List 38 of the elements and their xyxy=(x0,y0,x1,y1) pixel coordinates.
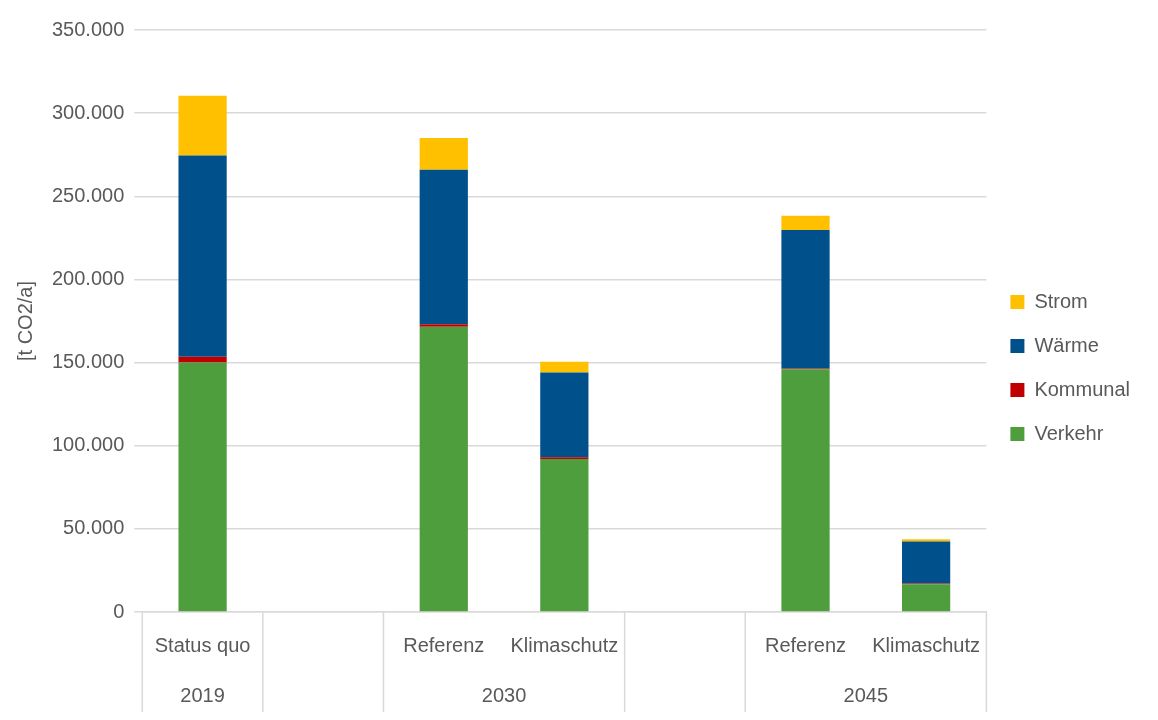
bar xyxy=(901,541,951,584)
bar xyxy=(781,215,830,230)
bar xyxy=(178,95,227,156)
x-tick-label: Klimaschutz xyxy=(872,633,981,656)
y-tick-label: 200.000 xyxy=(52,266,125,289)
x-tick-label: Referenz xyxy=(764,633,847,656)
bar xyxy=(419,169,468,325)
bar xyxy=(419,138,468,170)
x-tick-label: Klimaschutz xyxy=(510,633,619,656)
text: 2045 xyxy=(843,683,889,706)
legend-label: Strom xyxy=(1034,289,1088,312)
legend-label: Kommunal xyxy=(1034,377,1131,400)
legend-label: Verkehr xyxy=(1034,421,1104,444)
bar xyxy=(901,539,951,542)
x-tick-label: Status quo xyxy=(154,633,251,656)
y-tick-label: 100.000 xyxy=(52,433,125,456)
legend-label: Wärme xyxy=(1034,333,1099,356)
x-tick-label: Referenz xyxy=(403,633,485,656)
y-tick-label: 50.000 xyxy=(63,516,125,539)
y-axis-title: [t CO2/a] xyxy=(13,280,36,362)
bar xyxy=(901,584,951,612)
bar xyxy=(178,155,227,357)
bar xyxy=(419,324,468,327)
y-tick-label: 0 xyxy=(113,599,125,622)
y-tick-label: 250.000 xyxy=(52,183,125,206)
y-tick-label: 150.000 xyxy=(52,350,125,373)
bar xyxy=(178,356,227,363)
bar xyxy=(781,229,830,369)
bar xyxy=(781,369,830,612)
bar xyxy=(178,362,227,612)
bar xyxy=(540,459,589,612)
bar xyxy=(540,372,589,458)
text: 2030 xyxy=(481,683,527,706)
text: 2019 xyxy=(180,683,225,706)
bar xyxy=(540,361,589,373)
bar xyxy=(419,326,468,612)
y-tick-label: 350.000 xyxy=(52,17,125,40)
y-tick-label: 300.000 xyxy=(52,100,125,123)
